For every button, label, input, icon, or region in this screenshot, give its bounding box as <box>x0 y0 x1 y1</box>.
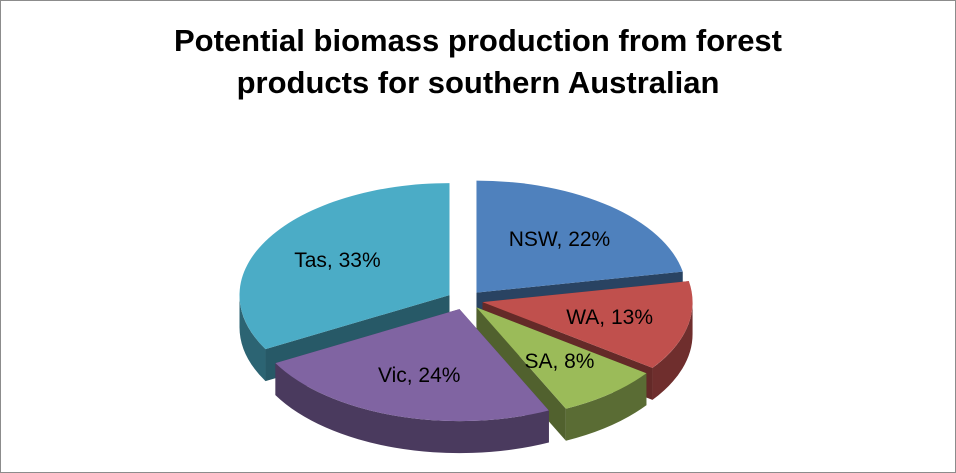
slice-label-tas: Tas, 33% <box>294 249 380 272</box>
slice-tas-wall <box>239 295 266 382</box>
slice-label-wa: WA, 13% <box>566 306 653 329</box>
chart-title-line-2: products for southern Australian <box>236 65 720 100</box>
slice-label-sa: SA, 8% <box>524 350 594 373</box>
slice-vic: Vic, 24% <box>275 309 549 454</box>
slice-label-nsw: NSW, 22% <box>509 228 611 251</box>
slice-sa-top <box>476 307 647 409</box>
slice-tas-top <box>239 183 450 350</box>
slice-vic-top <box>275 309 549 422</box>
chart-title: Potential biomass production from forest… <box>0 20 956 104</box>
slice-wa-top <box>482 281 693 368</box>
slice-vic-wall <box>275 363 549 454</box>
chart-title-line-1: Potential biomass production from forest <box>174 23 782 58</box>
slice-label-vic: Vic, 24% <box>378 364 461 387</box>
slice-nsw-top <box>476 180 683 293</box>
slice-sa-wall <box>565 373 647 441</box>
slice-wa-wall <box>652 302 693 400</box>
